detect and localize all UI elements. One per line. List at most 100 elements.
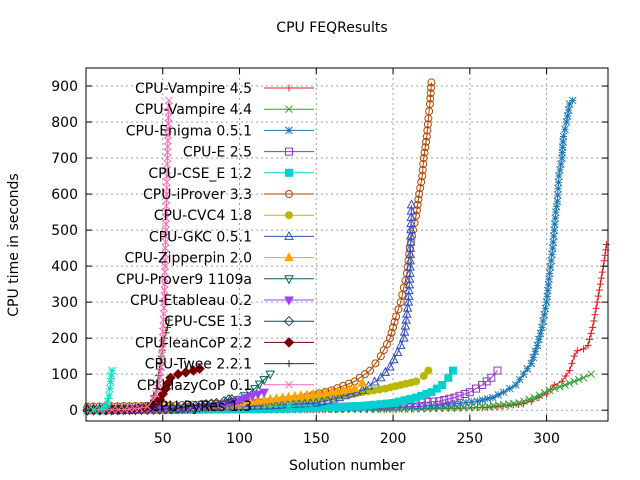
data-point	[388, 354, 399, 364]
data-point	[519, 370, 528, 379]
data-point	[554, 184, 562, 193]
data-point	[544, 280, 553, 289]
data-point	[405, 242, 416, 252]
x-tick-label: 300	[533, 431, 560, 447]
data-point	[564, 106, 573, 114]
legend-label: CPU-PyRes 1.3	[150, 399, 252, 415]
data-point	[161, 268, 169, 276]
data-point	[601, 251, 609, 259]
legend-label: CPU-GKC 0.5.1	[149, 229, 252, 245]
data-point	[550, 226, 559, 234]
data-point	[247, 392, 258, 402]
data-point	[422, 137, 431, 146]
legend-entry: CPU-CSE 1.3	[164, 314, 314, 330]
legend-entry: CPU-Vampire 4.4	[135, 102, 314, 118]
data-point	[149, 395, 158, 404]
data-point	[535, 391, 544, 400]
data-point	[162, 184, 171, 192]
data-point	[161, 256, 170, 264]
data-point	[402, 308, 412, 318]
data-point	[158, 333, 167, 342]
data-point	[161, 226, 170, 234]
data-point	[114, 405, 123, 414]
data-point	[551, 208, 560, 216]
data-point	[445, 394, 454, 403]
data-point	[159, 310, 168, 318]
legend-label: CPU-Enigma 0.5.1	[126, 123, 252, 139]
data-point	[403, 296, 414, 306]
data-point	[157, 363, 166, 371]
data-point	[472, 403, 480, 412]
data-point	[597, 274, 605, 282]
data-point	[390, 317, 399, 326]
data-point	[396, 298, 405, 307]
data-point	[539, 317, 547, 325]
data-point	[525, 395, 534, 404]
data-point	[568, 96, 577, 105]
data-point	[253, 395, 263, 405]
data-point	[425, 100, 434, 109]
data-point	[159, 315, 168, 324]
data-point	[399, 326, 410, 336]
data-point	[400, 320, 411, 330]
data-point	[419, 154, 428, 163]
legend-entry: CPU-CVC4 1.8	[154, 208, 314, 224]
data-point	[550, 381, 558, 389]
data-point	[549, 238, 558, 246]
data-point	[414, 195, 423, 204]
data-point	[473, 397, 482, 406]
data-point	[320, 387, 331, 397]
data-point	[404, 273, 415, 283]
data-point	[404, 285, 414, 295]
data-point	[162, 220, 170, 228]
data-point	[394, 305, 403, 314]
data-point	[237, 395, 247, 405]
data-point	[558, 154, 566, 162]
data-point	[158, 339, 167, 348]
data-point	[405, 249, 416, 259]
data-point	[162, 196, 171, 204]
data-point	[515, 399, 523, 407]
data-point	[160, 286, 169, 294]
data-point	[163, 142, 172, 151]
data-point	[579, 345, 587, 353]
legend-entry: CPU-E 2.5	[183, 145, 314, 161]
data-point	[444, 373, 453, 382]
data-point	[558, 143, 567, 152]
data-point	[587, 329, 595, 337]
data-point	[543, 286, 552, 295]
data-point	[165, 372, 176, 383]
data-point	[535, 335, 543, 344]
data-point	[402, 302, 413, 312]
legend-label: CPU-Twee 2.2.1	[145, 357, 252, 373]
data-point	[163, 178, 171, 186]
data-point	[418, 172, 427, 181]
data-point	[573, 347, 581, 355]
y-tick-label: 600	[51, 187, 78, 203]
y-tick-label: 0	[69, 403, 78, 419]
data-point	[162, 190, 171, 198]
data-point	[108, 366, 116, 375]
data-point	[438, 380, 447, 389]
data-point	[105, 384, 114, 393]
data-point	[455, 391, 464, 400]
data-point	[159, 327, 167, 336]
legend-entry: CPU-GKC 0.5.1	[149, 229, 314, 245]
legend-entry: CPU-Prover9 1109a	[116, 272, 314, 288]
data-point	[164, 131, 172, 139]
data-point	[314, 388, 325, 398]
y-tick-label: 500	[51, 223, 78, 239]
x-axis-label: Solution number	[289, 458, 405, 474]
legend-label: CPU-CVC4 1.8	[154, 208, 252, 224]
data-point	[602, 241, 610, 248]
data-point	[429, 397, 438, 406]
data-point	[164, 125, 172, 134]
data-point	[89, 405, 98, 414]
data-point	[106, 377, 115, 386]
data-point	[153, 385, 161, 393]
data-point	[587, 370, 595, 379]
data-point	[462, 398, 470, 407]
data-point	[512, 381, 520, 389]
data-point	[465, 403, 474, 412]
